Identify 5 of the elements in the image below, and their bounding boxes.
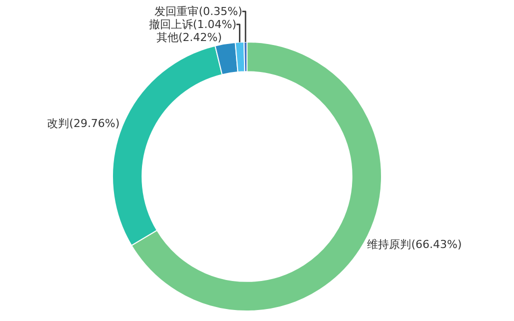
slice-label: 改判(29.76%) (47, 117, 120, 130)
slice-label: 撤回上诉(1.04%) (148, 18, 236, 31)
slice-label: 其他(2.42%) (156, 30, 222, 44)
slice-label: 发回重审(0.35%) (154, 4, 242, 18)
slice-label: 维持原判(66.43%) (367, 238, 462, 251)
